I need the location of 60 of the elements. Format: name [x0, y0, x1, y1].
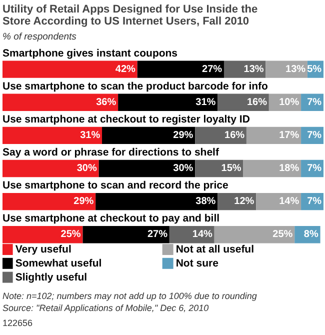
legend-label: Very useful: [15, 244, 72, 256]
data-label: 25%: [272, 229, 293, 240]
data-label: 7%: [307, 96, 322, 108]
data-label: 17%: [279, 130, 300, 141]
chart-subtitle: % of respondents: [2, 32, 77, 42]
bar: [82, 226, 170, 244]
bar: [2, 60, 138, 78]
legend-label: Not at all useful: [176, 244, 254, 256]
legend-label: Somewhat useful: [15, 257, 102, 270]
y-tick-label: Use smartphone at checkout to register loyalty ID: [2, 114, 250, 126]
data-label: 14%: [279, 196, 300, 208]
data-label: 31%: [80, 130, 100, 141]
data-label: 30%: [173, 162, 194, 174]
data-label: 36%: [96, 96, 116, 108]
data-label: 16%: [246, 96, 268, 108]
data-label: 15%: [221, 162, 242, 174]
text: Note: n=102; numbers may not add up to 100% due to rounding: [2, 291, 257, 302]
data-label: 7%: [307, 162, 322, 174]
bar: [246, 126, 302, 144]
data-label: 18%: [279, 162, 300, 174]
bar: [137, 60, 224, 78]
data-label: 25%: [60, 229, 81, 240]
data-label: 42%: [115, 64, 136, 75]
data-label: 29%: [74, 196, 94, 208]
bar: [118, 94, 218, 111]
data-label: 10%: [279, 96, 300, 108]
text: 122656: [2, 318, 33, 328]
data-label: 27%: [147, 229, 168, 240]
bar: [2, 160, 99, 178]
bar: [96, 192, 218, 210]
bar: [266, 60, 308, 78]
bar: [214, 226, 295, 244]
bar: [2, 94, 118, 111]
data-label: 38%: [196, 196, 216, 208]
y-tick-label: Use smartphone to scan the product barcode for info: [2, 80, 268, 92]
legend-label: Not sure: [176, 257, 219, 270]
bar: [98, 160, 196, 178]
chart-title: Utility of Retail Apps Designed for Use Inside the Store According to US Internet Users, Fall 2010: [2, 4, 258, 28]
data-label: 8%: [304, 229, 318, 240]
y-tick-label: Say a word or phrase for directions to shelf: [2, 146, 220, 159]
data-label: 16%: [224, 130, 245, 141]
data-label: 13%: [244, 64, 264, 75]
data-label: 13%: [286, 64, 306, 75]
y-tick-label: Smartphone gives instant coupons: [2, 47, 178, 60]
data-label: 5%: [307, 64, 322, 75]
data-label: 7%: [307, 196, 322, 208]
bar: [2, 126, 102, 144]
y-tick-label: Use smartphone at checkout to pay and bill: [2, 212, 220, 225]
y-tick-label: Use smartphone to scan and record the price: [2, 180, 228, 192]
data-label: 12%: [234, 196, 254, 208]
data-label: 27%: [202, 64, 222, 75]
data-label: 7%: [307, 130, 322, 141]
data-label: 29%: [173, 130, 194, 141]
data-label: 14%: [192, 229, 213, 240]
data-label: 30%: [76, 162, 97, 174]
data-label: 31%: [196, 96, 216, 108]
bar: [2, 192, 96, 210]
bar: [102, 126, 196, 144]
legend-label: Slightly useful: [15, 271, 88, 284]
source-note: Source: "Retail Applications of Mobile," Dec 6, 2010: [2, 303, 209, 314]
